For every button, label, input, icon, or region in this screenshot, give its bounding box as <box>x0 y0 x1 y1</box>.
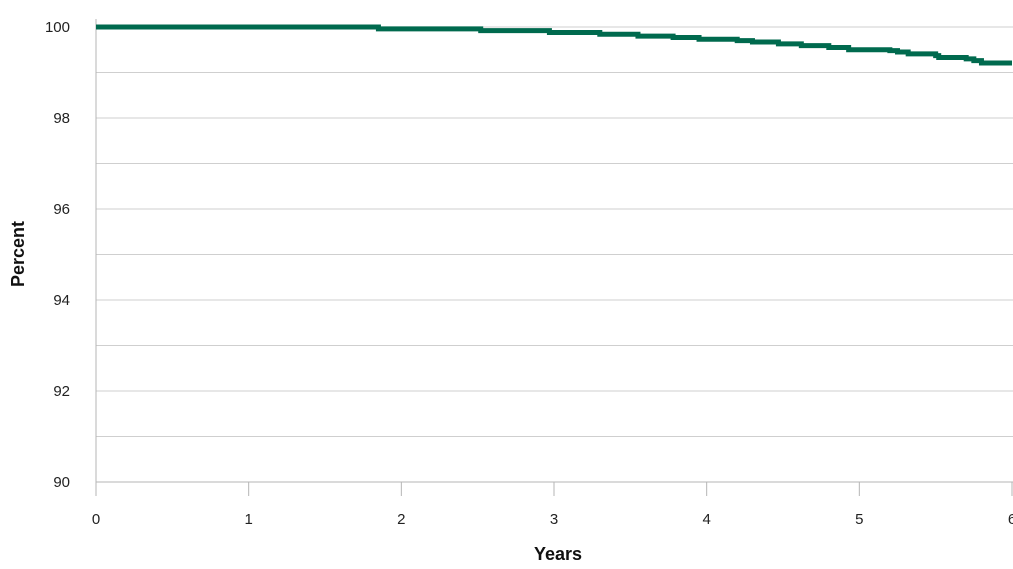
x-tick-label: 2 <box>397 511 405 528</box>
x-tick-label: 0 <box>92 511 100 528</box>
y-axis-title: Percent <box>8 221 28 287</box>
x-tick-label: 4 <box>702 511 710 528</box>
x-axis-title: Years <box>534 544 582 564</box>
x-tick-label: 1 <box>244 511 252 528</box>
y-tick-label: 90 <box>53 474 70 491</box>
y-tick-label: 92 <box>53 383 70 400</box>
series-line <box>96 24 1012 66</box>
x-tick-label: 5 <box>855 511 863 528</box>
x-tick-label: 6 <box>1008 511 1013 528</box>
gridlines <box>96 26 1013 437</box>
y-tick-label: 94 <box>53 292 70 309</box>
series-layer <box>96 24 1012 66</box>
axes <box>95 19 1013 483</box>
x-tick-label: 3 <box>550 511 558 528</box>
y-tick-label: 96 <box>53 201 70 218</box>
ticks: 90 92 94 96 98 100 0 1 2 3 4 5 6 <box>45 19 1013 528</box>
y-tick-label: 98 <box>53 110 70 127</box>
y-tick-label: 100 <box>45 19 70 36</box>
